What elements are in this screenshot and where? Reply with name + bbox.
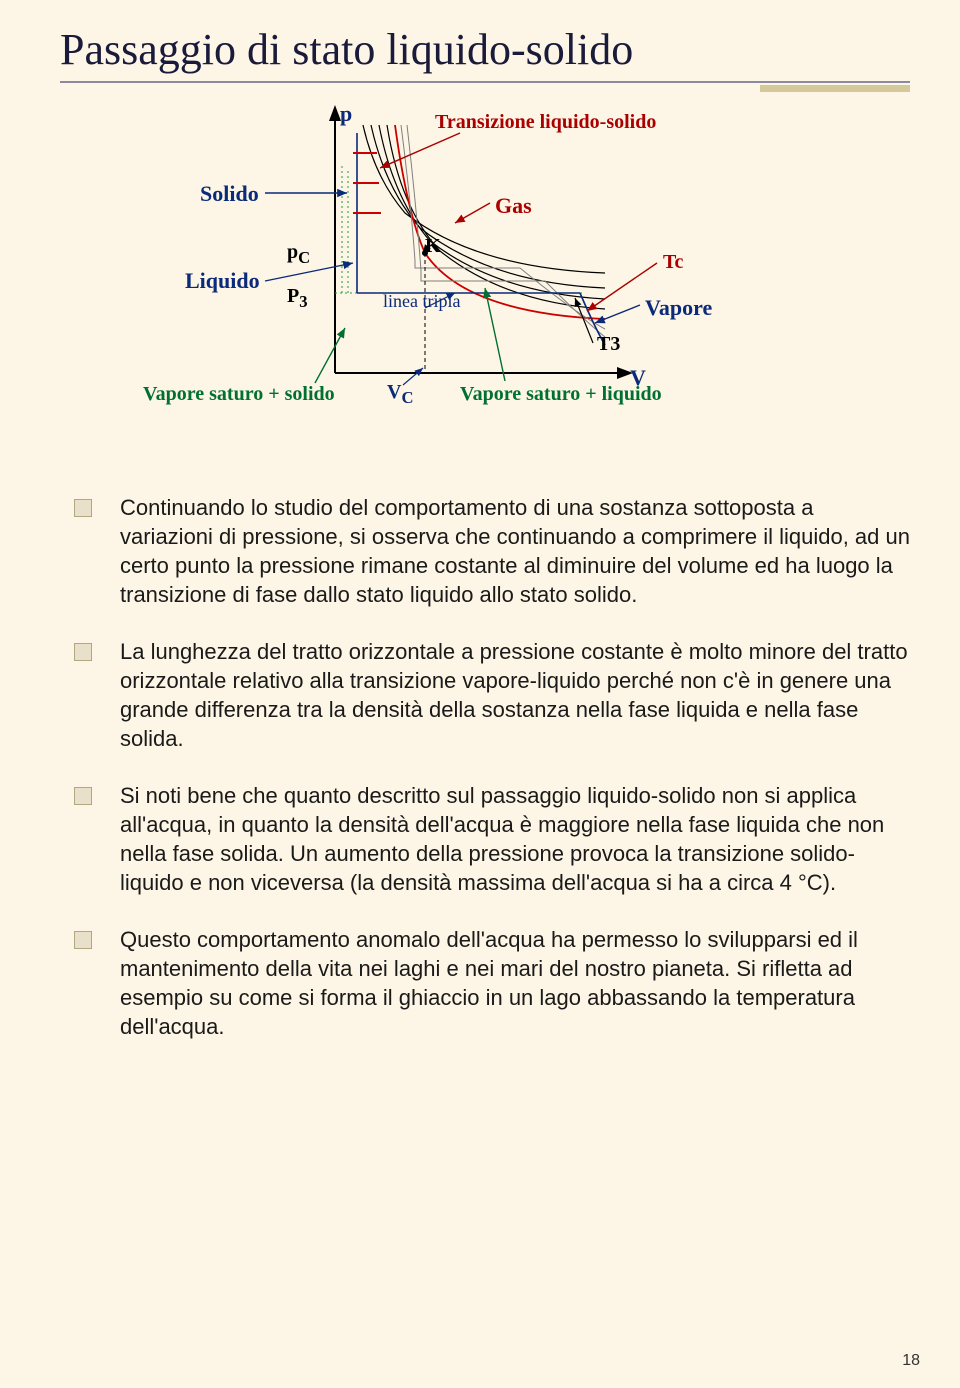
bullet-item: La lunghezza del tratto orizzontale a pr… (60, 637, 910, 753)
label-linea-tripla: linea tripla (383, 291, 460, 312)
label-liquido: Liquido (185, 268, 260, 294)
label-vsl: Vapore saturo + liquido (460, 383, 662, 406)
label-solido: Solido (200, 181, 259, 207)
label-gas: Gas (495, 193, 532, 219)
page-title: Passaggio di stato liquido-solido (60, 24, 910, 75)
label-p3: P3 (287, 285, 308, 312)
label-trans: Transizione liquido-solido (435, 111, 656, 134)
page-number: 18 (902, 1352, 920, 1370)
label-t3: T3 (597, 333, 620, 356)
bullet-item: Questo comportamento anomalo dell'acqua … (60, 925, 910, 1041)
bullet-list: Continuando lo studio del comportamento … (60, 493, 910, 1042)
bullet-item: Continuando lo studio del comportamento … (60, 493, 910, 609)
label-vss: Vapore saturo + solido (143, 383, 335, 406)
label-vapore: Vapore (645, 295, 712, 321)
label-tc: Tc (663, 251, 683, 274)
bullet-item: Si noti bene che quanto descritto sul pa… (60, 781, 910, 897)
label-p: p (340, 101, 352, 127)
pv-diagram: p Transizione liquido-solido Solido Gas … (125, 93, 845, 473)
label-pc: pC (287, 241, 310, 268)
label-K: K (425, 235, 441, 258)
title-underline (60, 81, 910, 83)
label-vc: VC (387, 381, 413, 408)
